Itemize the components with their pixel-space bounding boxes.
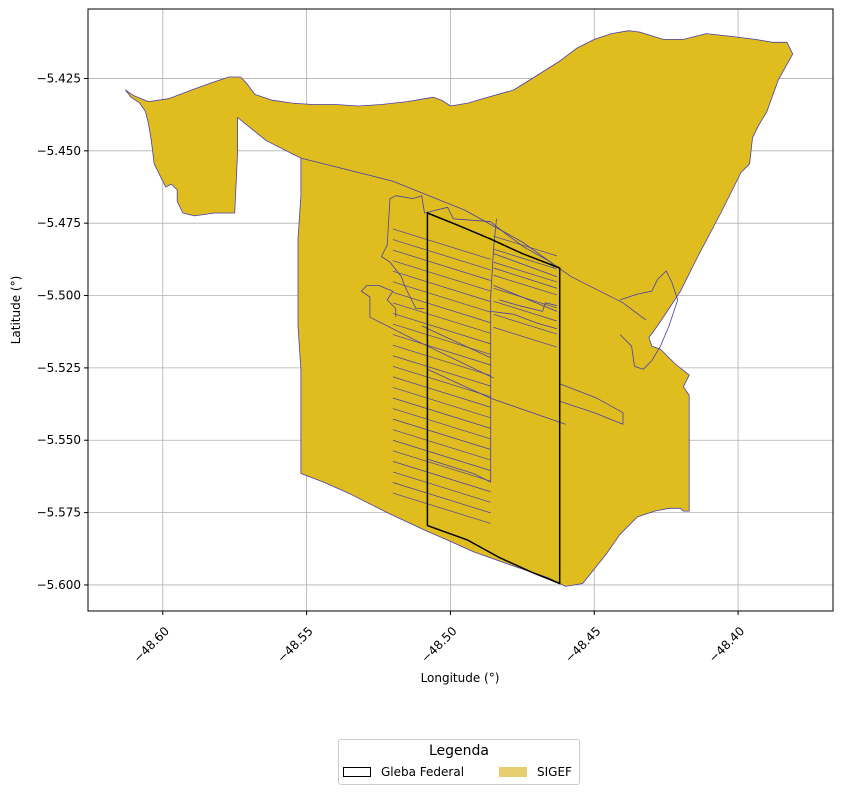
legend-swatch-gleba-federal (343, 767, 371, 777)
parcel-line-5 (392, 281, 491, 313)
y-tick-label-6: −5.575 (37, 506, 81, 520)
parcel-line-east-6 (493, 314, 557, 335)
y-tick-label-2: −5.475 (37, 216, 81, 230)
parcel-line-20 (392, 439, 491, 471)
legend-label-sigef: SIGEF (537, 765, 572, 779)
sigef-strip-outline-3 (389, 195, 555, 269)
sigef-strip-outline-12 (490, 311, 558, 330)
x-tick-label-0: −48.60 (131, 624, 172, 665)
sigef-strip-outline-4 (380, 198, 425, 310)
parcel-line-23 (392, 471, 491, 503)
sigef-notch-2 (619, 270, 679, 370)
y-tick-label-0: −5.425 (37, 71, 81, 85)
sigef-strip-outline-15 (493, 253, 558, 278)
y-tick-label-4: −5.525 (37, 361, 81, 375)
x-tick-label-4: −48.40 (706, 624, 747, 665)
legend: Legenda Gleba Federal SIGEF (338, 739, 580, 785)
parcel-line-21 (392, 450, 491, 482)
parcel-line-east-2 (493, 261, 557, 283)
parcel-line-19 (392, 429, 491, 461)
legend-item-gleba-federal: Gleba Federal (343, 765, 464, 779)
gleba-federal-polygon-0 (426, 212, 561, 585)
parcel-line-12 (392, 355, 491, 387)
sigef-strip-outline-9 (427, 218, 497, 483)
sigef-polygon-0 (125, 30, 794, 587)
parcel-line-2 (392, 249, 491, 281)
parcel-line-1 (392, 239, 491, 271)
parcel-line-east-4 (493, 287, 557, 309)
legend-title: Legenda (428, 743, 489, 759)
sigef-band-1 (300, 157, 647, 321)
parcel-line-6 (392, 292, 491, 324)
parcel-line-14 (392, 376, 491, 408)
sigef-strip-outline-11 (499, 299, 557, 312)
sigef-strip-outline-6 (421, 325, 491, 359)
x-tick-label-3: −48.45 (562, 624, 603, 665)
parcel-line-13 (392, 365, 491, 398)
x-tick-label-2: −48.50 (418, 624, 459, 665)
parcel-line-25 (392, 492, 491, 524)
parcel-line-9 (392, 323, 491, 355)
legend-swatch-sigef (499, 767, 527, 777)
parcel-line-11 (392, 344, 491, 376)
parcel-line-22 (392, 461, 491, 493)
y-tick-label-5: −5.550 (37, 433, 81, 447)
plot-frame (87, 8, 834, 612)
parcel-line-east-1 (493, 248, 557, 270)
parcel-line-0 (392, 228, 491, 260)
sigef-parcel-lines (392, 228, 557, 524)
parcel-line-3 (392, 260, 491, 292)
parcel-line-east-5 (493, 300, 557, 322)
y-axis-title: Latitude (°) (9, 276, 23, 345)
y-tick-label-7: −5.600 (37, 578, 81, 592)
sigef-strip-outline-13 (493, 267, 558, 289)
legend-item-sigef: SIGEF (499, 765, 572, 779)
parcel-line-18 (392, 418, 491, 450)
parcel-line-17 (392, 408, 491, 440)
parcel-line-15 (392, 387, 491, 419)
parcel-line-east-3 (493, 274, 557, 296)
parcel-line-east-7 (493, 327, 557, 348)
x-tick-label-1: −48.55 (275, 624, 316, 665)
legend-label-gleba-federal: Gleba Federal (381, 765, 465, 779)
parcel-line-east-0 (493, 235, 557, 257)
parcel-line-8 (392, 313, 491, 345)
parcel-line-7 (392, 302, 491, 334)
sigef-strip-outline-7 (386, 290, 397, 318)
y-tick-label-3: −5.500 (37, 289, 81, 303)
parcel-line-24 (392, 482, 491, 514)
map-polygons (125, 30, 794, 587)
x-axis-title: Longitude (°) (421, 671, 500, 685)
parcel-line-4 (392, 270, 491, 302)
parcel-line-16 (392, 397, 491, 429)
parcel-line-10 (392, 334, 491, 366)
sigef-strip-outline-10 (559, 383, 624, 425)
sigef-strip-outline-5 (360, 284, 494, 379)
y-tick-label-1: −5.450 (37, 144, 81, 158)
